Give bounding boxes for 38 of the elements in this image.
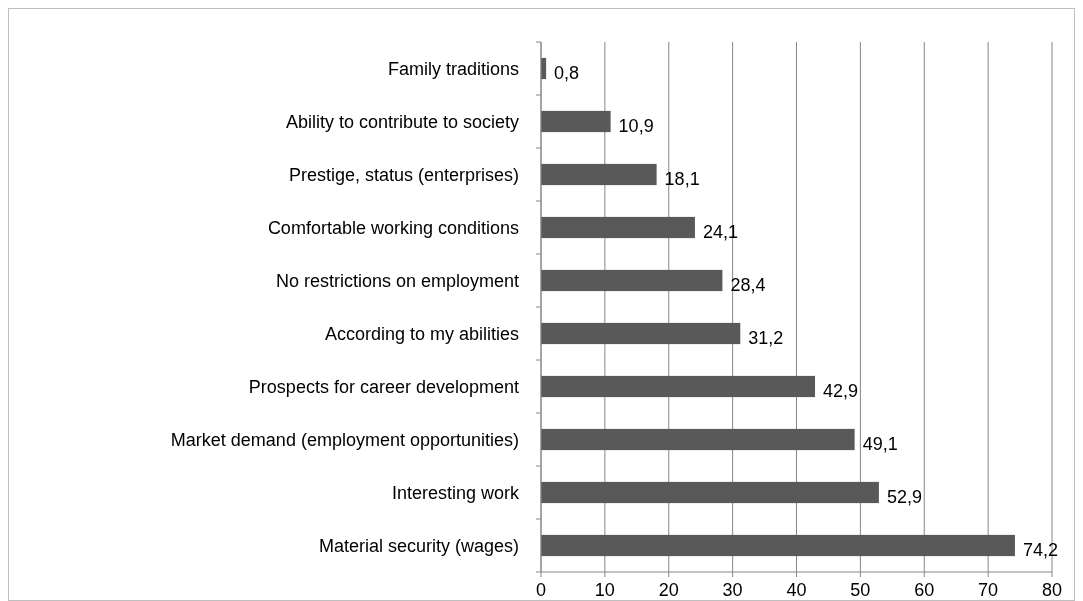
x-tick-label: 70 (978, 580, 999, 600)
bar (541, 110, 611, 133)
bar (541, 481, 879, 504)
y-tick-label: Material security (wages) (318, 535, 519, 556)
data-label: 42,9 (823, 380, 859, 401)
bar (541, 322, 741, 345)
bar (541, 534, 1015, 557)
data-label: 74,2 (1022, 539, 1058, 560)
data-label: 10,9 (618, 115, 654, 136)
y-tick-label: Comfortable working conditions (267, 217, 519, 238)
y-tick-label: Market demand (employment opportunities) (170, 429, 519, 450)
x-tick-label: 0 (535, 580, 547, 600)
bar (541, 216, 695, 239)
x-tick-label: 80 (1041, 580, 1063, 600)
data-label: 52,9 (886, 486, 922, 507)
data-label: 0,8 (554, 62, 580, 83)
y-tick-label: According to my abilities (324, 323, 519, 344)
data-label: 18,1 (664, 168, 700, 189)
bar (541, 375, 816, 398)
bar (541, 428, 855, 451)
bar (541, 163, 657, 186)
x-tick-label: 60 (914, 580, 935, 600)
data-label: 31,2 (748, 327, 784, 348)
y-tick-label: Prestige, status (enterprises) (288, 164, 519, 185)
x-tick-label: 40 (786, 580, 807, 600)
x-tick-label: 50 (850, 580, 871, 600)
y-tick-label: No restrictions on employment (275, 270, 519, 291)
bar (541, 269, 723, 292)
x-tick-label: 20 (658, 580, 679, 600)
data-label: 24,1 (702, 221, 738, 242)
x-tick-label: 10 (594, 580, 615, 600)
y-tick-label: Prospects for career development (248, 376, 519, 397)
data-label: 28,4 (730, 274, 766, 295)
data-label: 49,1 (862, 433, 898, 454)
y-tick-label: Ability to contribute to society (285, 111, 519, 132)
y-tick-label: Family traditions (387, 58, 519, 79)
x-tick-label: 30 (722, 580, 743, 600)
y-tick-label: Interesting work (391, 482, 520, 503)
